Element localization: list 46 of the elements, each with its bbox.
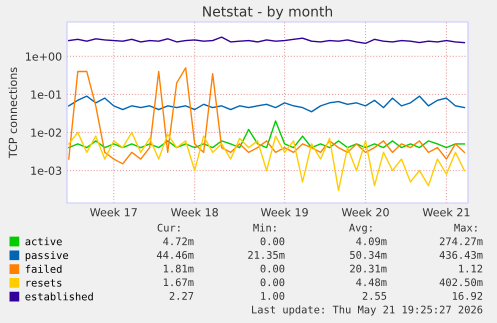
- line-series: [68, 36, 466, 44]
- y-tick-label: 1e-03: [31, 166, 62, 175]
- y-tick-label: 1e-01: [31, 90, 62, 99]
- text: 1.00: [261, 292, 284, 300]
- text: 402.50m: [440, 278, 483, 286]
- legend-label: passive: [26, 251, 68, 262]
- x-tick-label: Week 21: [422, 208, 470, 216]
- text: 1.12: [459, 264, 482, 272]
- text: 2.55: [362, 292, 386, 300]
- y-axis-title: TCP connections: [8, 67, 18, 158]
- text: 21.35m: [248, 251, 285, 259]
- text: Max:: [454, 224, 476, 232]
- text: 1.67m: [164, 278, 194, 286]
- text: 1.81m: [164, 264, 194, 273]
- text: 44.46m: [156, 251, 194, 259]
- chart-title: Netstat - by month: [203, 6, 332, 20]
- y-tick-label: 1e-02: [31, 128, 62, 137]
- legend-label: failed: [26, 264, 62, 273]
- line-series: [68, 120, 466, 148]
- text: 0.00: [260, 278, 284, 286]
- text: 4.09m: [356, 237, 387, 246]
- text: Cur:: [158, 224, 180, 232]
- text: 4.48m: [356, 278, 387, 286]
- text: Last update: Thu May 21 19:25:27 2026: [252, 305, 482, 316]
- text: 20.31m: [350, 264, 387, 273]
- x-tick-label: Week 17: [90, 208, 137, 216]
- text: Min:: [253, 224, 276, 232]
- x-tick-label: Week 20: [342, 208, 389, 216]
- legend-label: resets: [26, 279, 62, 287]
- text: 436.43m: [440, 251, 483, 259]
- text: 50.34m: [350, 251, 387, 259]
- legend-label: active: [25, 237, 62, 246]
- text: Avg:: [349, 224, 372, 234]
- line-series: [68, 67, 466, 165]
- y-tick-label: 1e+00: [26, 52, 62, 61]
- line-series: [68, 95, 466, 112]
- text: 16.92: [452, 292, 482, 300]
- x-tick-label: Week 18: [170, 208, 218, 216]
- text: 0.00: [260, 237, 284, 246]
- text: 2.27: [170, 292, 194, 300]
- text: 4.72m: [163, 237, 194, 246]
- x-tick-label: Week 19: [260, 208, 308, 216]
- line-series: [68, 132, 466, 192]
- legend-label: established: [25, 292, 93, 300]
- text: 274.27m: [440, 237, 483, 246]
- text: 0.00: [260, 264, 284, 273]
